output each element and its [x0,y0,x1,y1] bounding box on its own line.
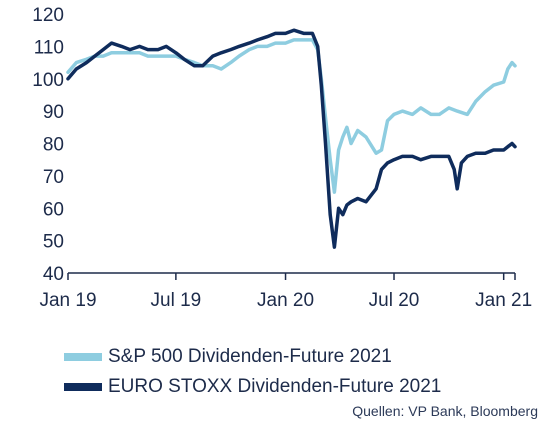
legend-item-eurostoxx: EURO STOXX Dividenden-Future 2021 [64,372,544,402]
series-line-eurostoxx [66,28,517,249]
line-chart: 40 50 60 70 80 90 100 110 120 Jan 19 Jul 19 Jan 20 J… [32,5,532,311]
x-tick-label: Jul 20 [369,290,420,311]
y-tick-label: 120 [32,5,64,26]
y-tick-label: 110 [34,37,64,58]
source-note: Quellen: VP Bank, Bloomberg [352,403,538,419]
x-tick-label: Jan 21 [475,290,532,311]
chart-series [66,28,517,249]
x-tick-label: Jan 19 [39,290,96,311]
y-tick-label: 100 [32,70,64,91]
x-tick-label: Jul 19 [151,290,202,311]
chart-legend: S&P 500 Dividenden-Future 2021 EURO STOX… [64,342,544,402]
y-tick-label: 50 [43,232,64,253]
x-tick-label: Jan 20 [257,290,314,311]
y-tick-label: 70 [43,167,64,188]
legend-swatch-sp500 [64,353,102,361]
legend-item-sp500: S&P 500 Dividenden-Future 2021 [64,342,544,372]
y-tick-label: 40 [43,264,64,285]
chart-axes: 40 50 60 70 80 90 100 110 120 Jan 19 Jul 19 Jan 20 J… [32,5,532,311]
series-line-sp500 [66,38,517,194]
legend-label-sp500: S&P 500 Dividenden-Future 2021 [108,346,392,367]
y-tick-label: 80 [43,135,64,156]
legend-label-eurostoxx: EURO STOXX Dividenden-Future 2021 [108,376,442,397]
y-tick-label: 60 [43,199,64,220]
legend-swatch-eurostoxx [64,383,102,391]
y-tick-label: 90 [43,102,64,123]
